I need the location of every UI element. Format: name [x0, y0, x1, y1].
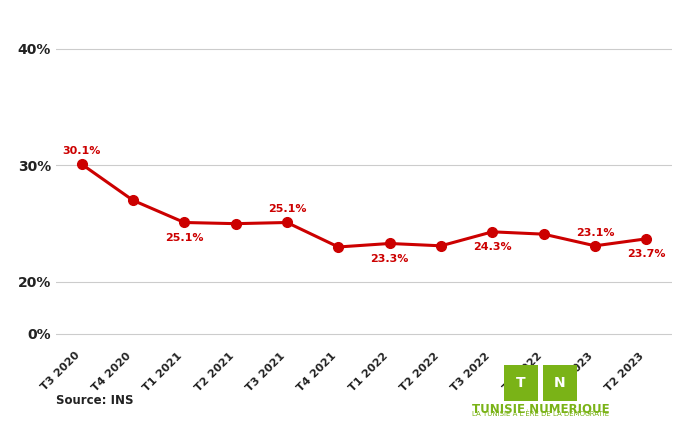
Text: 23.3%: 23.3%: [370, 254, 409, 264]
Text: 25.1%: 25.1%: [165, 233, 204, 243]
FancyBboxPatch shape: [543, 365, 577, 401]
Text: 23.7%: 23.7%: [627, 249, 666, 259]
Text: 25.1%: 25.1%: [267, 204, 307, 215]
FancyBboxPatch shape: [504, 365, 538, 401]
Text: T: T: [516, 376, 526, 390]
Text: N: N: [554, 376, 566, 390]
Text: 24.3%: 24.3%: [473, 242, 512, 252]
Text: Source: INS: Source: INS: [56, 394, 134, 407]
Text: TUNISIE NUMERIQUE: TUNISIE NUMERIQUE: [472, 403, 609, 416]
Text: 23.1%: 23.1%: [575, 228, 614, 237]
Text: LA TUNISIE À L'ÈRE DE LA DÉMOCRATIE: LA TUNISIE À L'ÈRE DE LA DÉMOCRATIE: [472, 410, 609, 416]
Text: 30.1%: 30.1%: [62, 146, 101, 156]
